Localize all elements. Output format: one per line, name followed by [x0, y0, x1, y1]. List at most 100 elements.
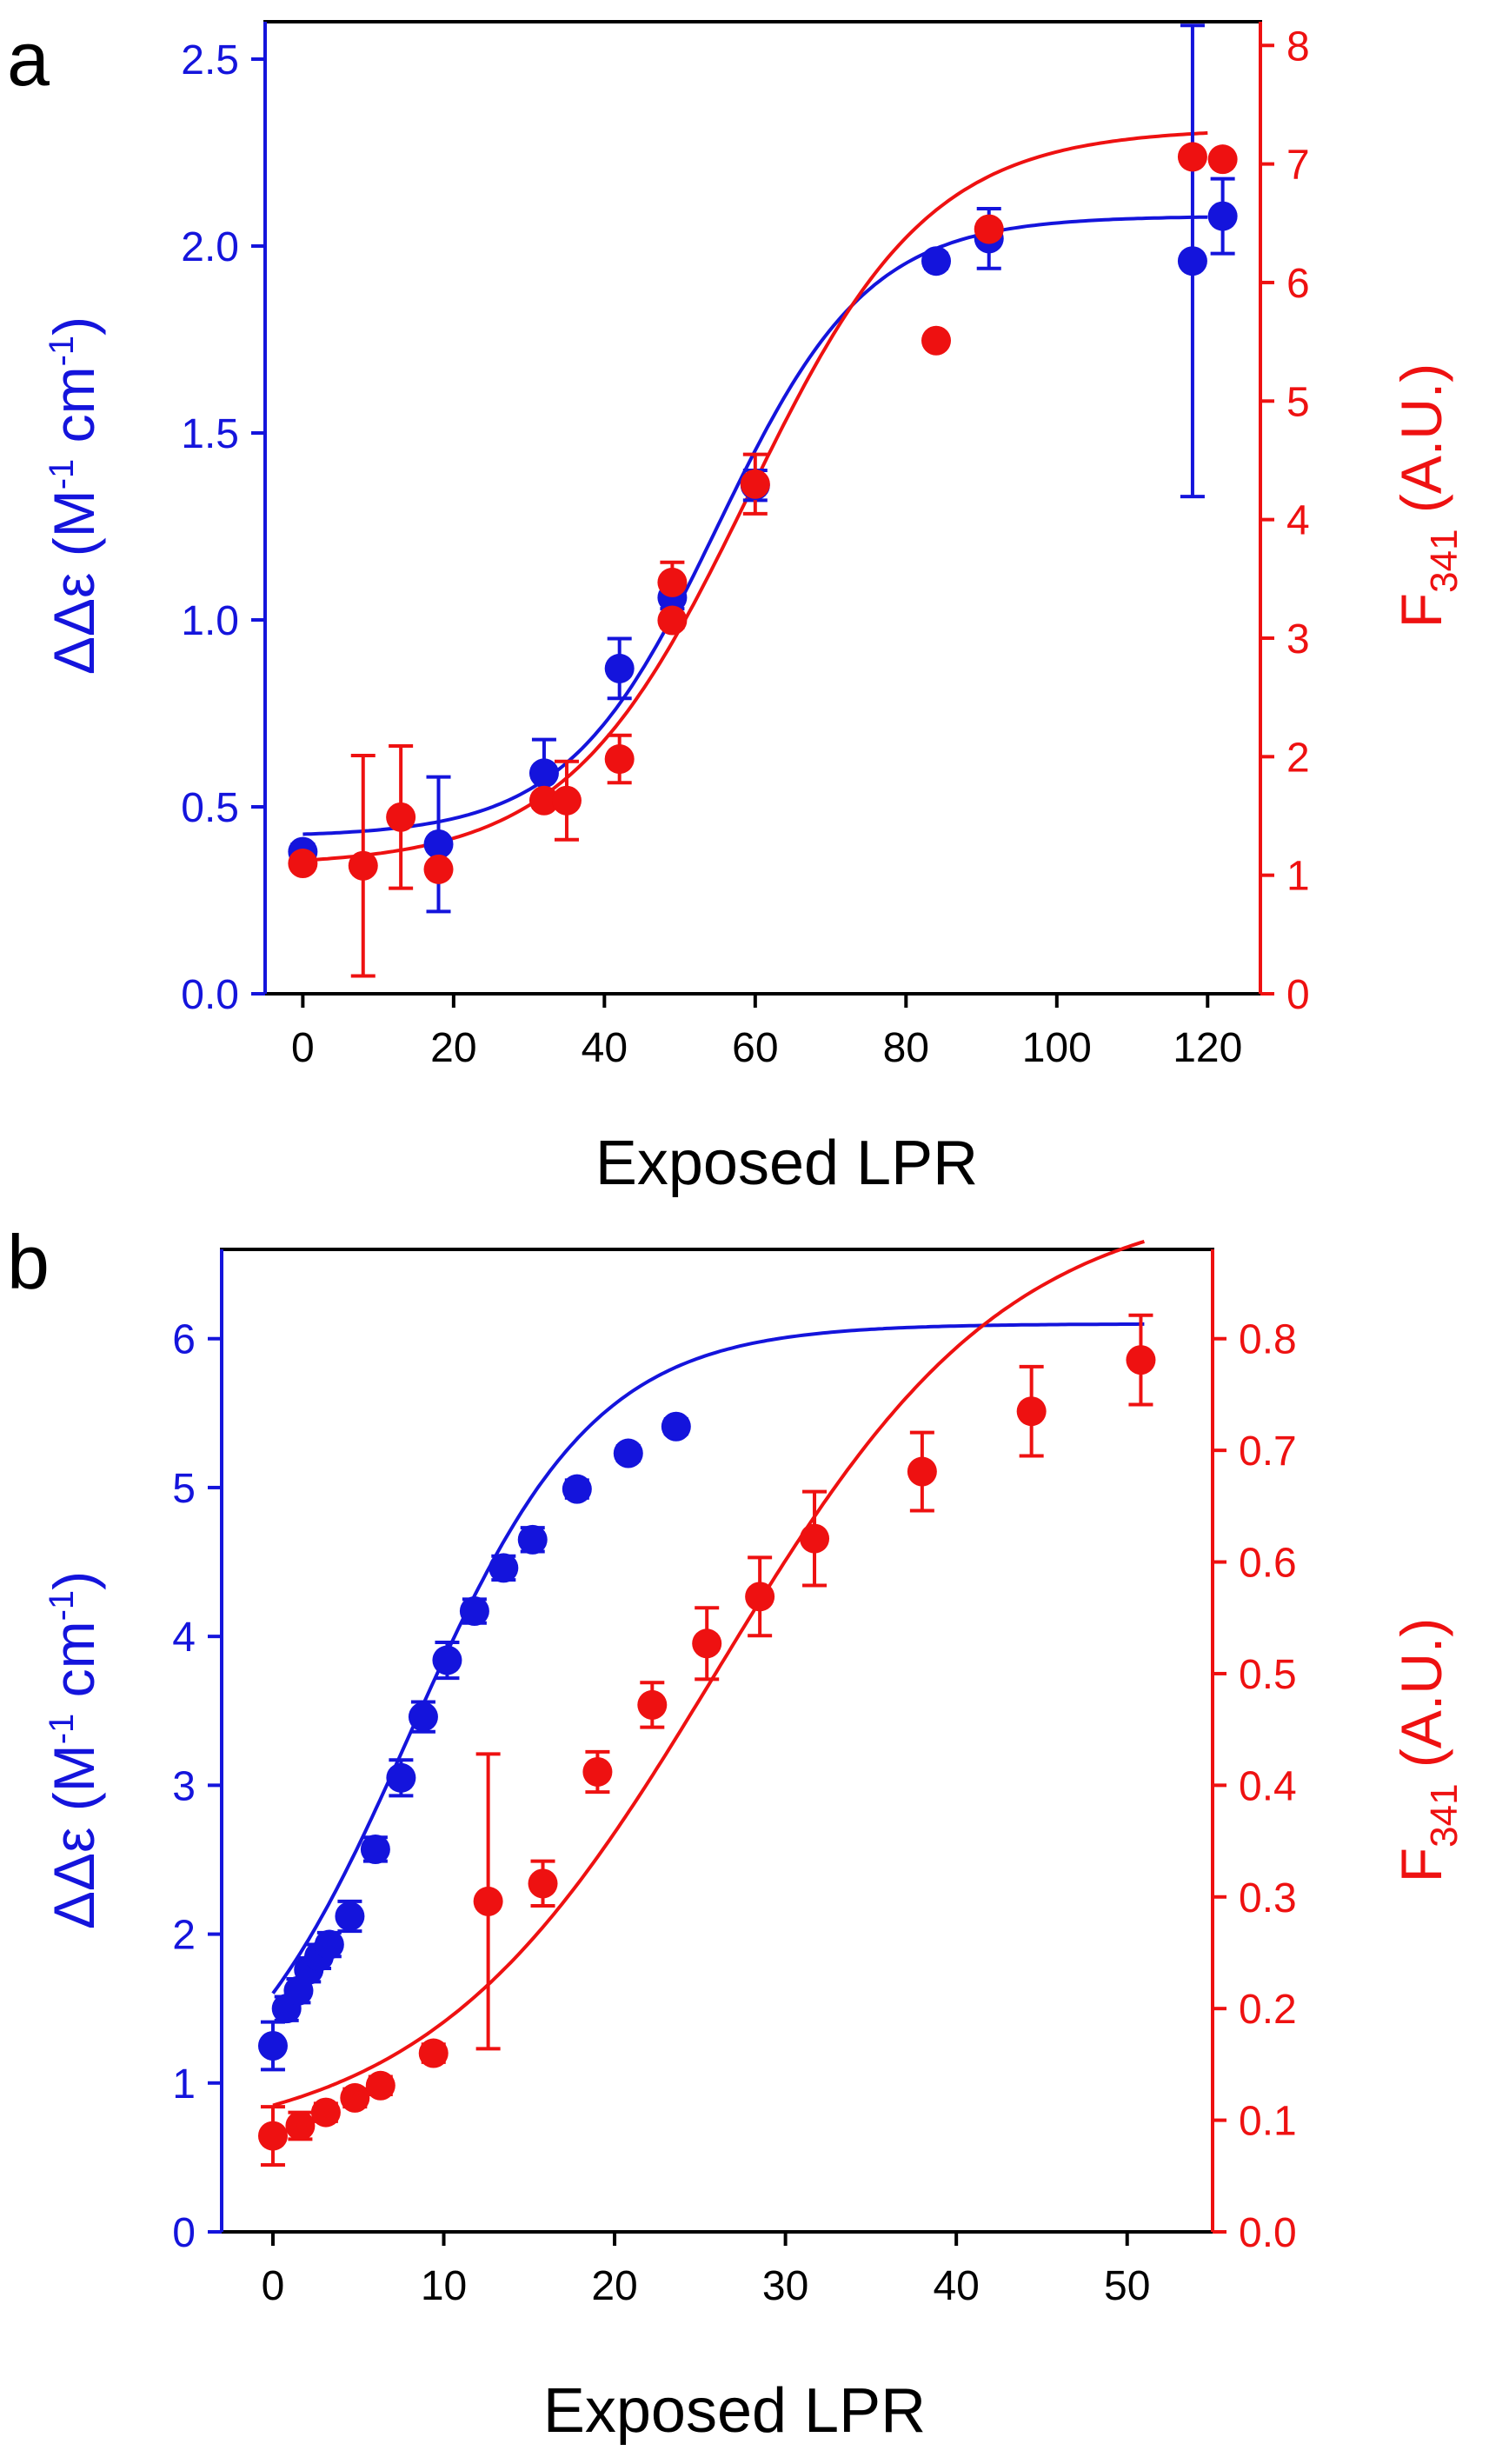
- left-y-tick-label: 5: [172, 1466, 196, 1512]
- data-point-blue: [517, 1524, 548, 1555]
- x-tick-label: 50: [1104, 2263, 1150, 2309]
- data-point-red: [473, 1886, 503, 1916]
- right-y-tick-label: 5: [1286, 379, 1310, 425]
- data-point-red: [907, 1456, 937, 1487]
- data-point-blue: [921, 246, 952, 276]
- x-tick-label: 0: [291, 1025, 315, 1071]
- left-y-tick-label: 3: [172, 1763, 196, 1809]
- right-y-tick-label: 0.0: [1239, 2210, 1297, 2256]
- data-point-red: [386, 802, 416, 832]
- right-y-tick-label: 6: [1286, 261, 1310, 307]
- right-y-tick-label: 2: [1286, 735, 1310, 781]
- x-tick-label: 60: [732, 1025, 778, 1071]
- x-tick-label: 10: [421, 2263, 467, 2309]
- data-point-red: [365, 2070, 396, 2101]
- right-y-tick-label: 0.5: [1239, 1652, 1297, 1698]
- data-point-blue: [562, 1474, 592, 1504]
- left-y-tick-label: 1.5: [181, 411, 239, 457]
- data-point-red: [637, 1689, 668, 1720]
- panel-b: b 0 10 20 30 40 50 0 1 2 3 4 5 6 0.0 0.1 0.2 0.3 0.4 0.5 0.…: [7, 1219, 1466, 2446]
- data-point-blue: [335, 1901, 365, 1932]
- right-y-tick-label: 0.1: [1239, 2099, 1297, 2145]
- panel-b-x-axis-label: Exposed LPR: [543, 2376, 926, 2446]
- right-y-tick-label: 0.3: [1239, 1875, 1297, 1921]
- right-y-tick-label: 7: [1286, 143, 1310, 189]
- data-point-blue: [314, 1929, 344, 1960]
- data-point-red: [1177, 142, 1207, 172]
- x-tick-label: 80: [883, 1025, 929, 1071]
- data-point-red: [657, 567, 688, 597]
- data-point-red: [582, 1756, 613, 1787]
- data-point-blue: [661, 1411, 691, 1442]
- panel-a-x-axis-label: Exposed LPR: [595, 1129, 978, 1198]
- panel-b-left-y-axis-label: ΔΔε (M-1 cm-1): [42, 1571, 106, 1929]
- left-y-tick-label: 1.0: [181, 598, 239, 644]
- panel-a-letter: a: [7, 16, 50, 102]
- data-point-blue: [257, 2030, 288, 2061]
- left-y-tick-label: 2: [172, 1913, 196, 1959]
- left-y-tick-label: 0: [172, 2210, 196, 2256]
- data-point-blue: [459, 1596, 489, 1627]
- data-point-red: [340, 2082, 370, 2113]
- x-tick-label: 30: [762, 2263, 808, 2309]
- data-point-red: [1207, 144, 1238, 175]
- right-y-tick-label: 8: [1286, 23, 1310, 70]
- data-point-red: [288, 849, 318, 879]
- x-tick-label: 20: [430, 1025, 476, 1071]
- panel-a: a 0 20 40 60 80 100 120 0.0 0.5 1.0 1.5 2.0 2.5 0 1 2 3 4…: [7, 16, 1466, 1198]
- data-point-red: [1016, 1396, 1047, 1427]
- data-point-blue: [604, 653, 635, 683]
- panel-a-right-y-axis-label: F341 (A.U.): [1389, 363, 1466, 628]
- right-y-tick-label: 4: [1286, 498, 1310, 544]
- panel-a-ticks: 0 20 40 60 80 100 120 0.0 0.5 1.0 1.5 2.0 2.5 0 1 2 3 4 5 6…: [181, 23, 1309, 1071]
- left-y-tick-label: 6: [172, 1317, 196, 1363]
- right-y-tick-label: 0.7: [1239, 1428, 1297, 1475]
- panel-a-data-points: [288, 142, 1238, 884]
- x-tick-label: 40: [582, 1025, 628, 1071]
- right-y-tick-label: 0.6: [1239, 1541, 1297, 1587]
- data-point-blue: [408, 1701, 438, 1732]
- data-point-red: [1126, 1345, 1156, 1375]
- data-point-blue: [360, 1834, 390, 1864]
- fit-curve-red: [272, 1239, 1145, 2108]
- data-point-red: [423, 854, 454, 884]
- data-point-red: [657, 605, 688, 636]
- x-tick-label: 20: [591, 2263, 637, 2309]
- x-tick-label: 40: [933, 2263, 979, 2309]
- data-point-blue: [489, 1553, 519, 1583]
- x-tick-label: 0: [262, 2263, 285, 2309]
- data-point-red: [551, 785, 582, 816]
- data-point-red: [310, 2097, 341, 2128]
- data-point-red: [418, 2038, 449, 2068]
- left-y-tick-label: 2.5: [181, 37, 239, 83]
- data-point-blue: [528, 758, 559, 789]
- data-point-blue: [1207, 201, 1238, 231]
- panel-b-error-bars: [260, 1313, 1153, 2167]
- right-y-tick-label: 0.8: [1239, 1317, 1297, 1363]
- left-y-tick-label: 4: [172, 1615, 196, 1661]
- x-tick-label: 120: [1173, 1025, 1242, 1071]
- data-point-red: [740, 469, 770, 499]
- fit-curve-blue: [302, 215, 1208, 836]
- right-y-tick-label: 0: [1286, 972, 1310, 1018]
- data-point-red: [974, 214, 1004, 244]
- data-point-red: [604, 744, 635, 775]
- data-point-red: [285, 2111, 316, 2141]
- data-point-red: [257, 2121, 288, 2151]
- data-point-blue: [613, 1438, 643, 1468]
- panel-b-ticks: 0 10 20 30 40 50 0 1 2 3 4 5 6 0.0 0.1 0.2 0.3 0.4 0.5 0.6 0…: [172, 1317, 1296, 2309]
- right-y-tick-label: 3: [1286, 616, 1310, 663]
- x-tick-label: 100: [1022, 1025, 1092, 1071]
- data-point-blue: [1177, 246, 1207, 276]
- data-point-red: [528, 1868, 558, 1899]
- data-point-red: [692, 1628, 722, 1659]
- left-y-tick-label: 1: [172, 2061, 196, 2108]
- data-point-red: [745, 1582, 775, 1612]
- left-y-tick-label: 0.5: [181, 785, 239, 831]
- panel-b-data-points: [257, 1345, 1156, 2151]
- panel-a-left-y-axis-label: ΔΔε (M-1 cm-1): [42, 316, 106, 675]
- data-point-blue: [423, 829, 454, 859]
- right-y-tick-label: 0.2: [1239, 1987, 1297, 2033]
- left-y-tick-label: 0.0: [181, 972, 239, 1018]
- data-point-red: [800, 1523, 830, 1554]
